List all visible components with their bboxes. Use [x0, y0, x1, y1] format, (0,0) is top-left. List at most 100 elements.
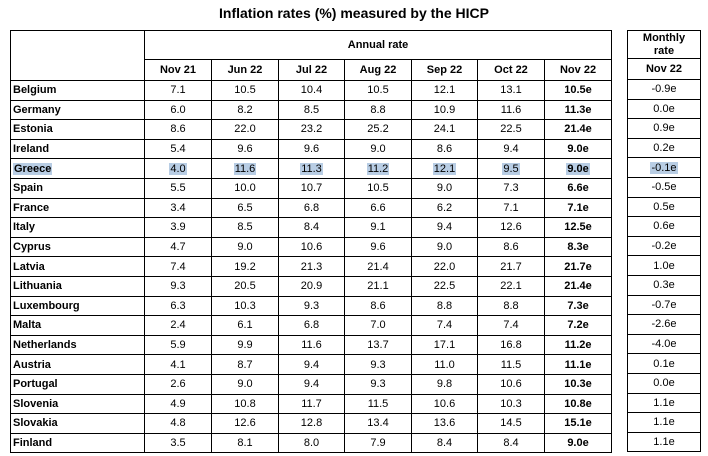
- monthly-value-text: 0.0e: [653, 102, 675, 115]
- value-cell: 5.9: [144, 334, 212, 356]
- country-cell: Lithuania: [10, 275, 145, 297]
- country-cell: Luxembourg: [10, 295, 145, 317]
- country-name: Netherlands: [13, 339, 77, 352]
- value-text: 21.4e: [564, 280, 592, 293]
- value-text: 9.3: [170, 280, 186, 293]
- country-name: Belgium: [13, 84, 57, 97]
- country-cell: Slovakia: [10, 413, 145, 434]
- value-cell: 8.8: [411, 295, 478, 317]
- table-row: Germany 6.0 8.2 8.5 8.8 10.9 11.6 11.3e: [10, 99, 613, 121]
- value-cell: 8.6: [344, 295, 412, 317]
- monthly-value-cell: 0.9e: [627, 118, 701, 139]
- value-cell: 9.0e: [543, 138, 613, 160]
- value-cell: 8.2: [211, 99, 279, 121]
- value-cell: 7.0: [344, 315, 412, 336]
- value-text: 8.8: [436, 299, 453, 312]
- monthly-header-line1: Monthly: [642, 31, 686, 44]
- monthly-value-text: 1.1e: [653, 416, 675, 429]
- value-cell: 21.4: [344, 256, 412, 277]
- column-header: Jul 22: [278, 59, 345, 81]
- value-cell: 11.1e: [543, 354, 613, 375]
- value-cell: 22.1: [477, 275, 545, 297]
- value-cell: 9.3: [344, 373, 412, 395]
- value-cell: 21.4e: [543, 119, 613, 140]
- value-cell: 4.9: [144, 393, 212, 415]
- value-cell: 15.1e: [543, 413, 613, 434]
- value-cell: 4.0: [144, 158, 212, 179]
- value-text: 8.8: [503, 299, 519, 312]
- value-text: 7.1e: [567, 201, 589, 214]
- value-text: 9.4: [503, 143, 519, 156]
- value-text: 12.1: [432, 162, 457, 175]
- value-cell: 12.8: [278, 413, 345, 434]
- value-text: 13.4: [367, 417, 389, 430]
- monthly-value-cell: 0.6e: [627, 216, 701, 237]
- value-cell: 4.1: [144, 354, 212, 375]
- value-cell: 6.3: [144, 295, 212, 317]
- country-name: Slovenia: [13, 397, 59, 410]
- monthly-value-cell: -4.0e: [627, 333, 701, 355]
- value-text: 9.0e: [567, 436, 589, 449]
- table-row: 1.0e: [627, 255, 701, 276]
- value-text: 6.5: [237, 201, 253, 214]
- value-text: 25.2: [367, 123, 389, 136]
- value-text: 10.6: [300, 241, 323, 254]
- value-text: 19.2: [234, 260, 256, 273]
- table-row: -0.2e: [627, 235, 701, 257]
- value-cell: 12.5e: [543, 217, 613, 238]
- value-text: 10.3: [234, 299, 256, 312]
- monthly-value-text: -4.0e: [651, 338, 677, 351]
- value-text: 9.1: [370, 221, 386, 234]
- value-cell: 8.6: [477, 236, 545, 258]
- value-cell: 9.0: [411, 236, 478, 258]
- value-cell: 10.6: [411, 393, 478, 415]
- value-text: 12.6: [234, 417, 256, 430]
- value-text: 8.6: [370, 299, 386, 312]
- value-cell: 13.1: [477, 80, 545, 101]
- value-cell: 9.9: [211, 334, 279, 356]
- value-text: 9.4: [303, 358, 320, 371]
- value-text: 24.1: [433, 123, 456, 136]
- value-cell: 3.4: [144, 197, 212, 219]
- value-cell: 13.4: [344, 413, 412, 434]
- monthly-column-header: Nov 22: [627, 58, 701, 80]
- table-row: Spain 5.5 10.0 10.7 10.5 9.0 7.3 6.6e: [10, 177, 613, 199]
- value-text: 9.0: [436, 241, 453, 254]
- value-cell: 9.0: [411, 177, 478, 199]
- monthly-value-text: 0.2e: [653, 142, 675, 155]
- value-text: 5.9: [170, 339, 186, 352]
- value-text: 8.6: [503, 241, 519, 254]
- value-cell: 10.5: [344, 177, 412, 199]
- table-row: Austria 4.1 8.7 9.4 9.3 11.0 11.5 11.1e: [10, 354, 613, 375]
- monthly-value-cell: 0.5e: [627, 196, 701, 218]
- value-text: 12.6: [500, 221, 522, 234]
- table-row: Portugal 2.6 9.0 9.4 9.3 9.8 10.6 10.3e: [10, 373, 613, 395]
- value-text: 10.7: [300, 182, 323, 195]
- value-text: 11.5: [367, 397, 389, 410]
- value-text: 21.4: [367, 260, 389, 273]
- table-row: Lithuania 9.3 20.5 20.9 21.1 22.5 22.1 21.4e: [10, 275, 613, 297]
- value-text: 7.4: [170, 260, 186, 273]
- value-cell: 16.8: [477, 334, 545, 356]
- value-cell: 4.7: [144, 236, 212, 258]
- value-cell: 8.8: [344, 99, 412, 121]
- country-name: Estonia: [13, 123, 53, 136]
- value-text: 10.5: [234, 84, 256, 97]
- table-row: -0.9e: [627, 79, 701, 100]
- value-text: 7.3: [503, 182, 519, 195]
- monthly-value-cell: -0.7e: [627, 294, 701, 316]
- country-name: Austria: [13, 358, 51, 371]
- monthly-value-cell: 1.0e: [627, 255, 701, 276]
- country-name: Malta: [13, 319, 42, 332]
- table-row: France 3.4 6.5 6.8 6.6 6.2 7.1 7.1e: [10, 197, 613, 219]
- value-text: 11.6: [500, 103, 522, 116]
- value-cell: 7.2e: [543, 315, 613, 336]
- value-cell: 9.0: [344, 138, 412, 160]
- value-text: 5.4: [170, 143, 186, 156]
- table-row: 1.1e: [627, 431, 701, 453]
- value-cell: 9.0: [211, 236, 279, 258]
- monthly-value-cell: 0.0e: [627, 372, 701, 394]
- value-text: 21.3: [300, 260, 323, 273]
- value-cell: 11.7: [278, 393, 345, 415]
- value-text: 6.0: [170, 103, 186, 116]
